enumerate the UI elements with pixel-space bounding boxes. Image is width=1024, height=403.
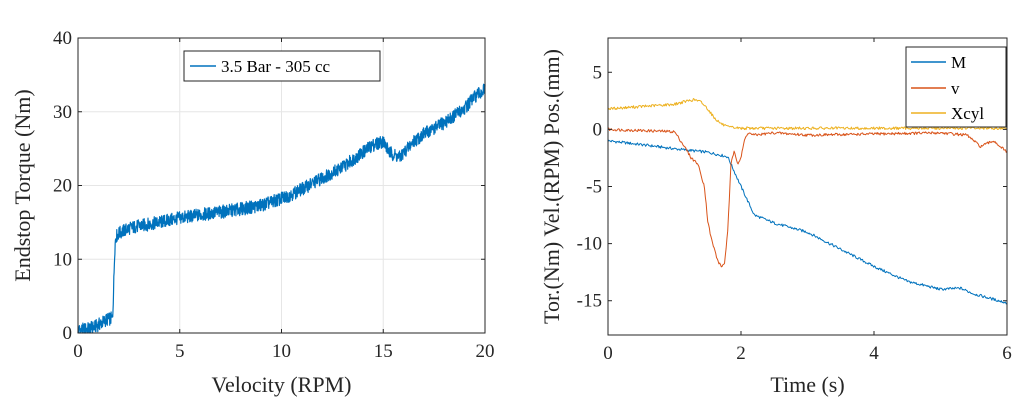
left-x-tick-label-2: 10 (272, 341, 291, 362)
y-axis-label-left: Endstop Torque (Nm) (10, 89, 35, 281)
left-y-tick-label-3: 30 (53, 102, 72, 123)
right-y-tick-label-3: -10 (577, 234, 602, 255)
x-axis-label-left: Velocity (RPM) (212, 372, 352, 397)
left-y-tick-label-1: 10 (53, 249, 72, 270)
x-axis-label-right: Time (s) (770, 372, 844, 397)
y-axis-label-right: Tor.(Nm) Vel.(RPM) Pos.(mm) (539, 49, 564, 324)
legend-right: M v Xcyl (905, 46, 1007, 128)
right-x-tick-label-1: 2 (736, 343, 746, 364)
left-x-tick-label-0: 0 (73, 341, 83, 362)
tick-labels-right: 0 2 4 6 5 0 -5 -10 -15 (577, 62, 1012, 364)
left-y-tick-label-2: 20 (53, 176, 72, 197)
legend-left: 3.5 Bar - 305 cc (183, 50, 381, 82)
legend-label-right-series-2: v (951, 79, 960, 98)
right-y-tick-label-4: -15 (577, 291, 602, 312)
legend-label-right-series-3: Xcyl (951, 104, 984, 123)
chart-time-response: 0 2 4 6 5 0 -5 -10 -15 Time (s) Tor.(Nm) Vel.(RP… (539, 37, 1012, 397)
right-y-tick-label-0: 5 (593, 62, 603, 83)
left-y-tick-label-4: 40 (53, 28, 72, 49)
left-series-line-1 (77, 83, 486, 334)
left-y-tick-label-0: 0 (63, 323, 73, 344)
right-series-line-3 (607, 98, 1008, 131)
left-x-tick-label-4: 20 (476, 341, 495, 362)
right-x-tick-label-0: 0 (603, 343, 613, 364)
axes-box-right (607, 37, 1008, 336)
right-series-line-1 (607, 139, 1008, 305)
right-y-tick-label-2: -5 (586, 177, 602, 198)
right-x-tick-label-3: 6 (1002, 343, 1012, 364)
series-lines-right (607, 98, 1008, 305)
legend-label-right-series-1: M (951, 53, 966, 72)
series-lines-left (77, 83, 486, 334)
legend-label-left-series-1: 3.5 Bar - 305 cc (221, 57, 331, 76)
left-x-tick-label-1: 5 (175, 341, 185, 362)
axes-box-left (77, 37, 486, 334)
right-x-tick-label-2: 4 (869, 343, 879, 364)
chart-endstop-torque: 0 5 10 15 20 0 10 20 30 40 Velocity (RPM) Endstop… (10, 28, 495, 397)
right-series-line-2 (607, 127, 1008, 268)
legend-box-left (183, 50, 381, 82)
tick-labels-left: 0 5 10 15 20 0 10 20 30 40 (53, 28, 495, 362)
right-y-tick-label-1: 0 (593, 119, 603, 140)
left-x-tick-label-3: 15 (374, 341, 393, 362)
